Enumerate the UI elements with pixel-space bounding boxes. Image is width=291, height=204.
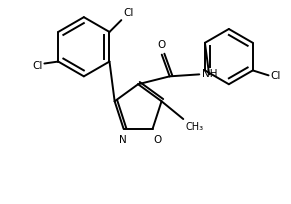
Text: N: N xyxy=(119,134,127,144)
Text: O: O xyxy=(153,134,162,144)
Text: NH: NH xyxy=(202,69,218,79)
Text: O: O xyxy=(158,40,166,50)
Text: CH₃: CH₃ xyxy=(185,121,203,131)
Text: Cl: Cl xyxy=(271,71,281,81)
Text: Cl: Cl xyxy=(123,8,134,18)
Text: Cl: Cl xyxy=(32,60,42,70)
